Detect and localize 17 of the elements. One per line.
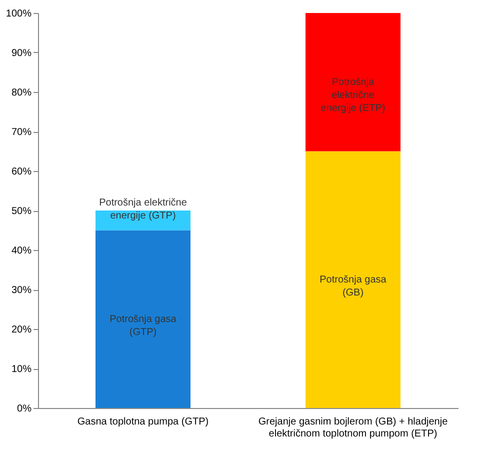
series-label: Potrošnja električne energije (ETP) — [320, 77, 386, 114]
y-tick-label: 50% — [11, 206, 32, 217]
y-tick-label: 90% — [11, 48, 32, 59]
y-tick-label: 100% — [6, 8, 32, 20]
y-tick-label: 80% — [11, 88, 32, 98]
y-tick-label: 70% — [11, 127, 32, 138]
x-tick-label: Gasna toplotna pumpa (GTP) — [77, 416, 209, 428]
y-tick-label: 30% — [11, 285, 32, 296]
y-tick-label: 10% — [11, 364, 32, 375]
x-tick-label: Grejanje gasnim bojlerom (GB) + hladjenje električnom toplotnom pumpom (ETP) — [258, 416, 448, 440]
y-tick-label: 0% — [17, 404, 32, 414]
y-tick-label: 60% — [11, 166, 32, 178]
series-label: Potrošnja električne energije (GTP) — [99, 198, 188, 222]
series-label: Potrošnja gasa (GTP) — [110, 314, 177, 338]
y-tick-label: 40% — [11, 246, 32, 256]
y-tick-label: 20% — [11, 324, 32, 336]
series-label: Potrošnja gasa (GB) — [320, 274, 387, 299]
